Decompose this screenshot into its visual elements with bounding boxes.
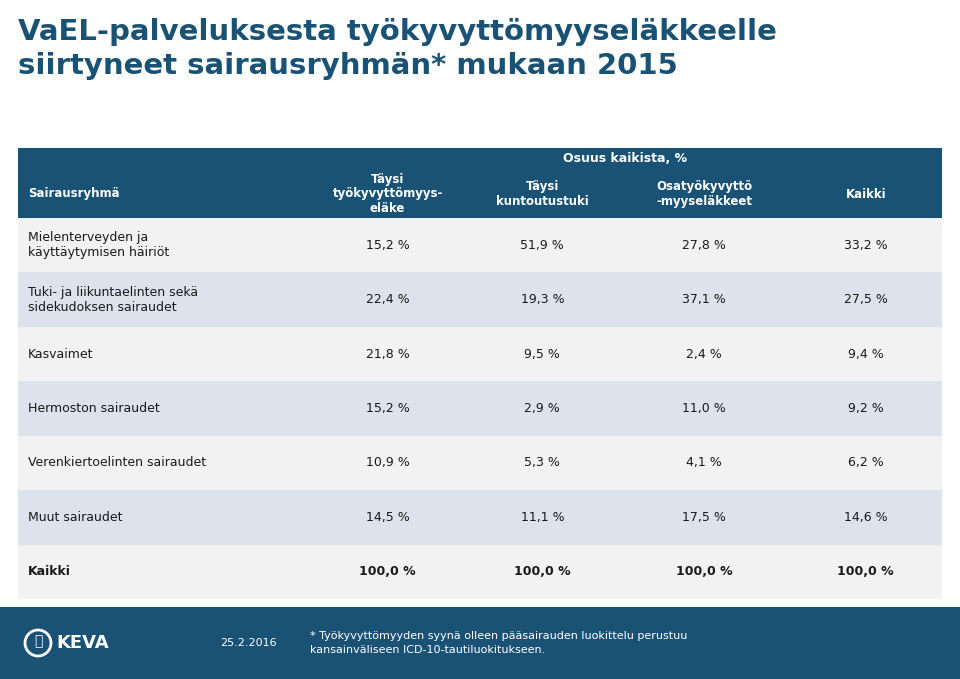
Text: 17,5 %: 17,5 % [683,511,726,524]
Text: 25.2.2016: 25.2.2016 [220,638,276,648]
Text: 2,4 %: 2,4 % [686,348,722,361]
Text: 100,0 %: 100,0 % [514,566,570,579]
Bar [18,436,942,490]
Text: 11,0 %: 11,0 % [683,402,726,415]
Text: Täysi
työkyvyttömyys-
eläke: Täysi työkyvyttömyys- eläke [332,173,443,215]
Text: 14,6 %: 14,6 % [844,511,888,524]
Text: 👤: 👤 [34,634,42,648]
Bar [18,148,942,218]
Bar [18,272,942,327]
Text: Sairausryhmä: Sairausryhmä [28,187,120,200]
Bar [18,218,942,272]
Text: 14,5 %: 14,5 % [366,511,410,524]
Text: Hermoston sairaudet: Hermoston sairaudet [28,402,159,415]
Text: KEVA: KEVA [56,634,108,652]
Bar [18,382,942,436]
Text: Muut sairaudet: Muut sairaudet [28,511,123,524]
Text: Mielenterveyden ja
käyttäytymisen häiriöt: Mielenterveyden ja käyttäytymisen häiriö… [28,232,169,259]
Text: 37,1 %: 37,1 % [683,293,726,306]
Text: 33,2 %: 33,2 % [844,239,888,252]
Text: 100,0 %: 100,0 % [837,566,894,579]
Text: 19,3 %: 19,3 % [520,293,564,306]
Text: VaEL-palveluksesta työkyvyttömyyseläkkeelle
siirtyneet sairausryhmän* mukaan 201: VaEL-palveluksesta työkyvyttömyyseläkkee… [18,18,777,79]
Text: 5,3 %: 5,3 % [524,456,561,469]
Text: 51,9 %: 51,9 % [520,239,564,252]
Text: 22,4 %: 22,4 % [366,293,409,306]
Text: Verenkiertoelinten sairaudet: Verenkiertoelinten sairaudet [28,456,206,469]
Bar [18,490,942,545]
Text: 21,8 %: 21,8 % [366,348,410,361]
Text: 27,5 %: 27,5 % [844,293,888,306]
Text: Tuki- ja liikuntaelinten sekä
sidekudoksen sairaudet: Tuki- ja liikuntaelinten sekä sidekudoks… [28,286,198,314]
Text: 4,1 %: 4,1 % [686,456,722,469]
Text: 11,1 %: 11,1 % [520,511,564,524]
Bar [18,327,942,382]
Text: Kasvaimet: Kasvaimet [28,348,93,361]
Text: 27,8 %: 27,8 % [683,239,726,252]
Text: 6,2 %: 6,2 % [848,456,883,469]
Bar [18,545,942,599]
Bar [0,607,960,679]
Text: Osuus kaikista, %: Osuus kaikista, % [564,153,687,166]
Text: 9,2 %: 9,2 % [848,402,883,415]
Text: 9,4 %: 9,4 % [848,348,883,361]
Text: 100,0 %: 100,0 % [676,566,732,579]
Text: 100,0 %: 100,0 % [359,566,416,579]
Text: 9,5 %: 9,5 % [524,348,561,361]
Text: Osatyökyvyttö
-myyseläkkeet: Osatyökyvyttö -myyseläkkeet [656,180,752,208]
Text: 10,9 %: 10,9 % [366,456,410,469]
Text: 15,2 %: 15,2 % [366,239,410,252]
Text: Kaikki: Kaikki [28,566,71,579]
Text: * Työkyvyttömyyden syynä olleen pääsairauden luokittelu perustuu
kansainväliseen: * Työkyvyttömyyden syynä olleen pääsaira… [310,631,687,655]
Text: Kaikki: Kaikki [846,187,886,200]
Text: 15,2 %: 15,2 % [366,402,410,415]
Text: Täysi
kuntoutustuki: Täysi kuntoutustuki [496,180,588,208]
Text: 2,9 %: 2,9 % [524,402,561,415]
